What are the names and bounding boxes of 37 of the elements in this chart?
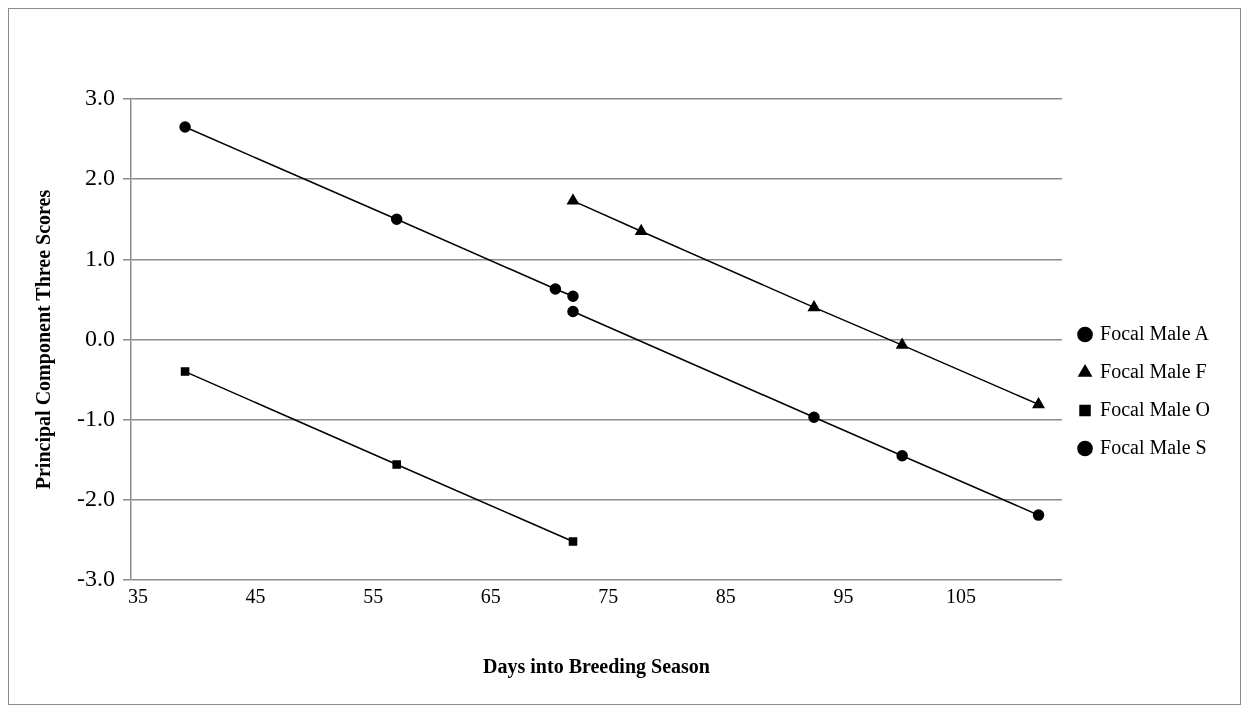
point — [390, 213, 403, 225]
x-tick-label: 55 — [363, 585, 384, 608]
point — [896, 449, 908, 462]
legend-label: Focal Male S — [1100, 435, 1207, 458]
point — [567, 290, 579, 302]
point — [392, 460, 401, 469]
x-tick-label: 85 — [715, 585, 736, 608]
point — [568, 537, 578, 546]
point — [180, 367, 190, 376]
point — [567, 305, 579, 318]
x-axis-title: Days into Breeding Season — [483, 655, 710, 679]
y-tick-label: 1.0 — [84, 244, 115, 271]
x-tick-label: 35 — [128, 585, 149, 608]
point — [567, 194, 579, 205]
point — [1032, 397, 1045, 409]
y-axis-title: Principal Component Three Scores — [32, 189, 56, 490]
x-tick-label: 45 — [245, 585, 266, 608]
y-tick-label: 2.0 — [84, 164, 115, 191]
point — [896, 338, 909, 349]
y-tick-label: -2.0 — [76, 485, 115, 512]
y-tick-label: 3.0 — [84, 84, 115, 111]
x-tick-label: 95 — [833, 585, 854, 608]
legend-label: Focal Male O — [1100, 397, 1211, 420]
legend-label: Focal Male A — [1100, 321, 1210, 344]
x-tick-label: 105 — [945, 585, 976, 608]
y-tick-label: 0.0 — [84, 324, 115, 351]
point — [549, 283, 562, 295]
point — [179, 121, 191, 133]
y-tick-label: -1.0 — [76, 404, 115, 431]
x-tick-label: 75 — [598, 585, 619, 608]
point — [635, 224, 648, 236]
x-tick-label: 65 — [480, 585, 501, 608]
point — [808, 300, 820, 312]
y-tick-label: -3.0 — [76, 565, 115, 592]
point — [1032, 509, 1045, 521]
legend-label: Focal Male F — [1100, 359, 1207, 382]
point — [808, 411, 820, 424]
